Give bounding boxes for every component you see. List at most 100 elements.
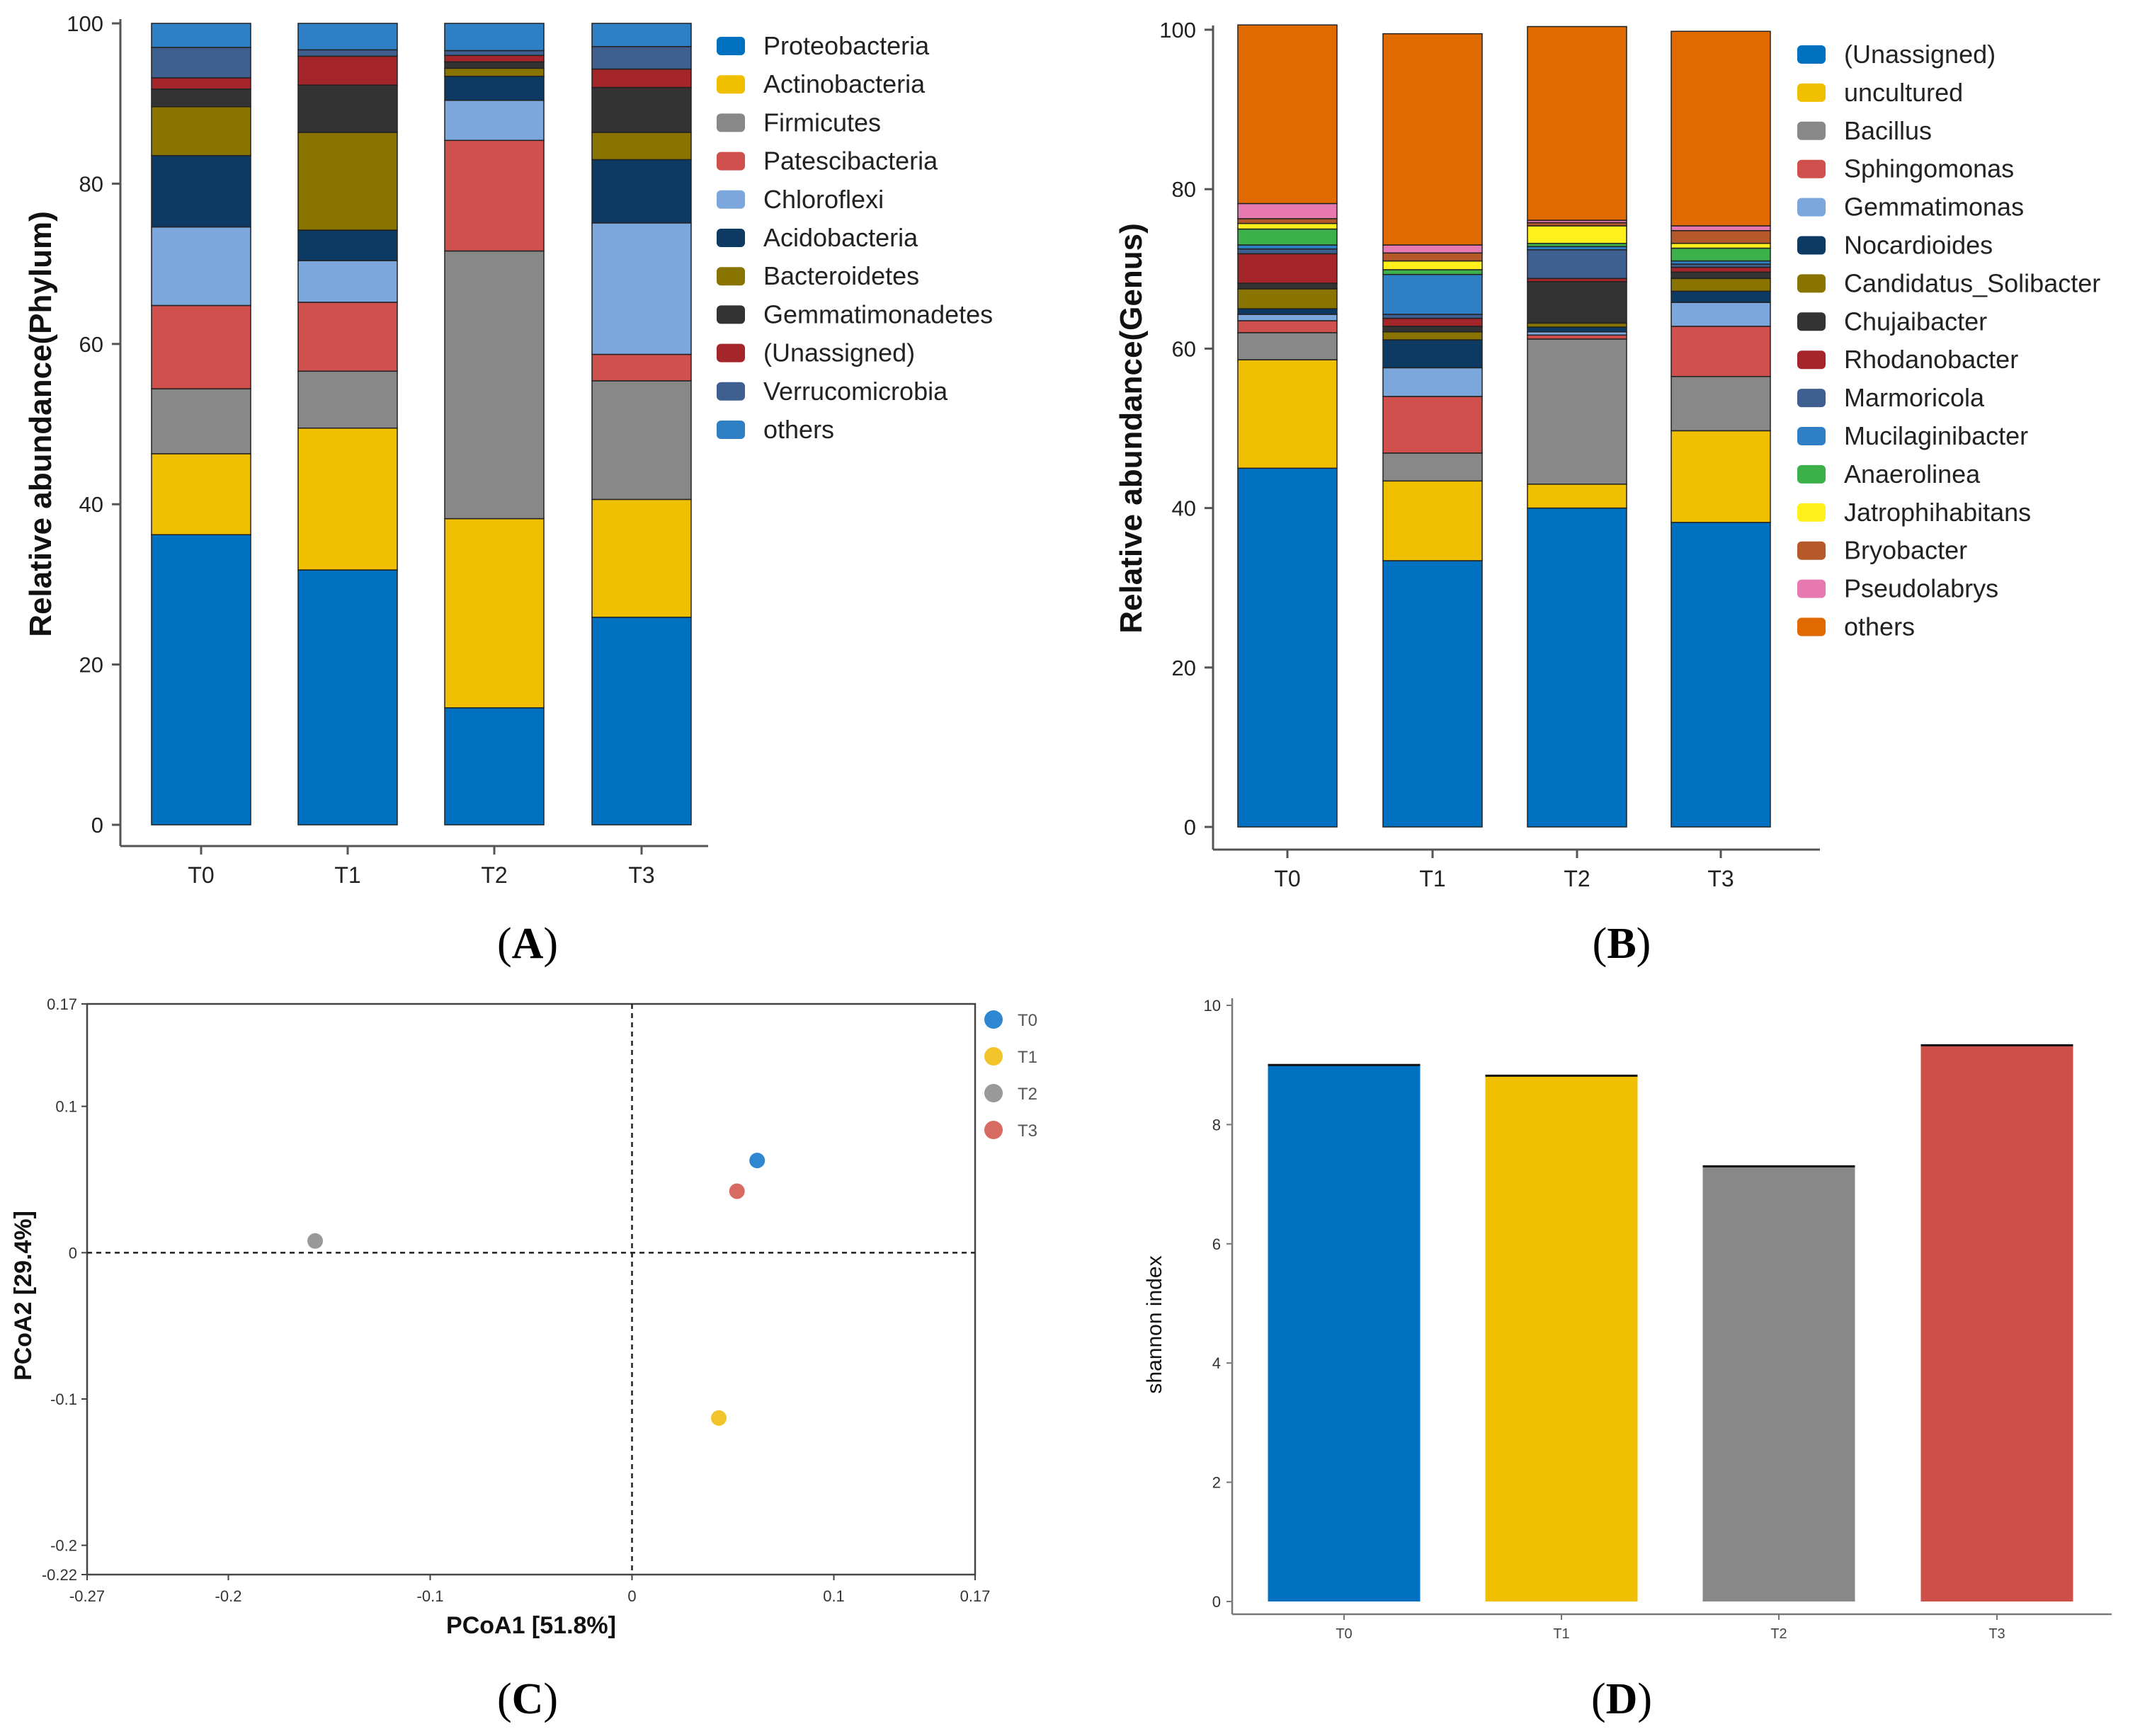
pcoa-point-t0 bbox=[749, 1153, 765, 1169]
genus-bar-segment-bryobacter-t1 bbox=[1382, 252, 1483, 262]
pcoa-legend-marker-t3 bbox=[984, 1121, 1003, 1139]
genus-bar-segment-uncultured-t1 bbox=[1382, 480, 1483, 561]
pcoa-legend-marker-t1 bbox=[984, 1047, 1003, 1066]
pcoa-y-tick-label: 0.17 bbox=[47, 995, 77, 1013]
panel-b-genus-chart: 0 20 40 60 80 100 Relative abundance(Genus) T0 T… bbox=[1114, 18, 2100, 891]
phylum-bar-segment-unassigned-t2 bbox=[444, 55, 545, 63]
phylum-legend-label-patescibacteria: Patescibacteria bbox=[763, 147, 938, 176]
phylum-bar-segment-gemmatimonadetes-t3 bbox=[591, 86, 692, 133]
pcoa-legend-marker-t0 bbox=[984, 1010, 1003, 1029]
genus-bar-segment-gemmatimonas-t0 bbox=[1237, 314, 1338, 321]
genus-bar-segment-others-t3 bbox=[1671, 30, 1771, 227]
shannon-y-tick-label: 4 bbox=[1212, 1354, 1221, 1372]
genus-legend-label-bacillus: Bacillus bbox=[1844, 116, 1932, 145]
genus-bar-segment-nocardioides-t3 bbox=[1671, 290, 1771, 303]
genus-bar-segment-rhodanobacter-t0 bbox=[1237, 253, 1338, 284]
genus-bar-segment-pseudolabrys-t0 bbox=[1237, 202, 1338, 219]
phylum-legend-label-verrucomicrobia: Verrucomicrobia bbox=[763, 377, 948, 406]
genus-bar-segment-bacillus-t0 bbox=[1237, 332, 1338, 360]
pcoa-x-tick-label: 0.1 bbox=[823, 1587, 845, 1605]
genus-bar-segment-candidatus-solibacter-t1 bbox=[1382, 331, 1483, 341]
phylum-bar-segment-verrucomicrobia-t1 bbox=[297, 49, 398, 57]
genus-legend-swatch-marmoricola bbox=[1797, 389, 1826, 408]
genus-bar-segment-anaerolinea-t1 bbox=[1382, 269, 1483, 275]
phylum-bar-segment-acidobacteria-t3 bbox=[591, 159, 692, 224]
genus-x-tick-label: T3 bbox=[1707, 866, 1734, 891]
phylum-legend-swatch-patescibacteria bbox=[717, 152, 745, 171]
shannon-y-tick-label: 10 bbox=[1204, 997, 1221, 1015]
genus-bar-segment-bacillus-t1 bbox=[1382, 452, 1483, 482]
genus-bar-segment-pseudolabrys-t1 bbox=[1382, 244, 1483, 254]
genus-bar-segment-rhodanobacter-t3 bbox=[1671, 266, 1771, 273]
phylum-y-tick-label: 60 bbox=[79, 332, 103, 357]
genus-bar-segment-unassigned-t2 bbox=[1527, 507, 1627, 828]
genus-y-axis-label: Relative abundance(Genus) bbox=[1114, 223, 1149, 633]
phylum-bar-segment-others-t2 bbox=[444, 23, 545, 52]
phylum-y-tick-label: 80 bbox=[79, 171, 103, 196]
phylum-legend-swatch-actinobacteria bbox=[717, 75, 745, 94]
phylum-bar-segment-actinobacteria-t1 bbox=[297, 427, 398, 571]
phylum-bar-segment-unassigned-t0 bbox=[151, 77, 251, 90]
genus-y-tick-label: 40 bbox=[1172, 496, 1196, 521]
genus-bar-segment-mucilaginibacter-t1 bbox=[1382, 273, 1483, 315]
phylum-bar-segment-firmicutes-t3 bbox=[591, 380, 692, 501]
genus-bar-segment-chujaibacter-t0 bbox=[1237, 282, 1338, 290]
phylum-legend-swatch-chloroflexi bbox=[717, 190, 745, 209]
genus-y-tick-label: 0 bbox=[1184, 815, 1196, 840]
phylum-bar-segment-proteobacteria-t0 bbox=[151, 534, 251, 826]
phylum-bar-segment-verrucomicrobia-t3 bbox=[591, 46, 692, 70]
pcoa-x-tick-label: 0.17 bbox=[960, 1587, 991, 1605]
phylum-y-axis-label: Relative abundance(Phylum) bbox=[23, 211, 58, 636]
phylum-y-tick-label: 0 bbox=[91, 813, 103, 838]
phylum-legend-swatch-proteobacteria bbox=[717, 37, 745, 55]
genus-legend-swatch-pseudolabrys bbox=[1797, 579, 1826, 598]
pcoa-y-tick-label: 0.1 bbox=[55, 1098, 77, 1116]
genus-legend-swatch-nocardioides bbox=[1797, 236, 1826, 255]
pcoa-x-tick-label: 0 bbox=[627, 1587, 636, 1605]
genus-bar-segment-uncultured-t2 bbox=[1527, 484, 1627, 509]
phylum-bar-segment-patescibacteria-t2 bbox=[444, 139, 545, 252]
shannon-y-tick-label: 0 bbox=[1212, 1593, 1221, 1611]
panel-c-pcoa-chart: -0.27 -0.2 -0.1 0 0.1 0.17 -0.22 -0.2 -0.1 0 0.1 0.… bbox=[10, 995, 1037, 1639]
genus-bar-segment-uncultured-t3 bbox=[1671, 430, 1771, 523]
genus-bar-segment-anaerolinea-t3 bbox=[1671, 247, 1771, 262]
shannon-x-tick-label: T1 bbox=[1553, 1626, 1569, 1642]
genus-legend-swatch-anaerolinea bbox=[1797, 464, 1826, 484]
genus-bar-segment-sphingomonas-t2 bbox=[1527, 334, 1627, 340]
panel-label-d: (D) bbox=[1591, 1675, 1652, 1723]
genus-legend-label-jatrophihabitans: Jatrophihabitans bbox=[1844, 498, 2031, 527]
genus-bar-segment-unassigned-t3 bbox=[1671, 522, 1771, 828]
genus-bar-segment-unassigned-t1 bbox=[1382, 560, 1483, 828]
phylum-bar-segment-others-t1 bbox=[297, 23, 398, 51]
phylum-bar-segment-chloroflexi-t1 bbox=[297, 260, 398, 303]
shannon-bar-t3 bbox=[1920, 1045, 2073, 1601]
phylum-bar-segment-patescibacteria-t1 bbox=[297, 302, 398, 372]
phylum-bar-segment-acidobacteria-t0 bbox=[151, 155, 251, 228]
phylum-legend-label-actinobacteria: Actinobacteria bbox=[763, 69, 926, 98]
genus-legend-label-gemmatimonas: Gemmatimonas bbox=[1844, 193, 2024, 222]
phylum-bar-segment-unassigned-t1 bbox=[297, 55, 398, 86]
genus-bar-segment-candidatus-solibacter-t2 bbox=[1527, 322, 1627, 328]
phylum-bar-segment-acidobacteria-t1 bbox=[297, 229, 398, 261]
phylum-bar-segment-actinobacteria-t0 bbox=[151, 453, 251, 535]
genus-bar-segment-sphingomonas-t1 bbox=[1382, 396, 1483, 454]
panel-label-c: (C) bbox=[497, 1675, 558, 1723]
genus-bar-segment-anaerolinea-t0 bbox=[1237, 228, 1338, 246]
genus-bar-segment-gemmatimonas-t1 bbox=[1382, 367, 1483, 397]
genus-legend-label-mucilaginibacter: Mucilaginibacter bbox=[1844, 421, 2028, 450]
phylum-bar-segment-verrucomicrobia-t0 bbox=[151, 47, 251, 79]
genus-bar-segment-mucilaginibacter-t0 bbox=[1237, 244, 1338, 250]
phylum-bar-segment-patescibacteria-t3 bbox=[591, 353, 692, 382]
genus-bar-segment-chujaibacter-t1 bbox=[1382, 326, 1483, 333]
phylum-y-tick-label: 100 bbox=[67, 11, 103, 36]
genus-bar-segment-bacillus-t3 bbox=[1671, 376, 1771, 432]
phylum-bar-segment-others-t0 bbox=[151, 23, 251, 48]
pcoa-legend-label-t0: T0 bbox=[1018, 1011, 1037, 1030]
genus-legend-label-others: others bbox=[1844, 612, 1915, 641]
phylum-bar-segment-proteobacteria-t3 bbox=[591, 617, 692, 826]
pcoa-y-axis-label: PCoA2 [29.4%] bbox=[10, 1211, 37, 1381]
phylum-legend-label-bacteroidetes: Bacteroidetes bbox=[763, 261, 919, 290]
pcoa-legend-marker-t2 bbox=[984, 1084, 1003, 1102]
genus-y-tick-label: 20 bbox=[1172, 656, 1196, 680]
phylum-legend-label-acidobacteria: Acidobacteria bbox=[763, 223, 918, 252]
